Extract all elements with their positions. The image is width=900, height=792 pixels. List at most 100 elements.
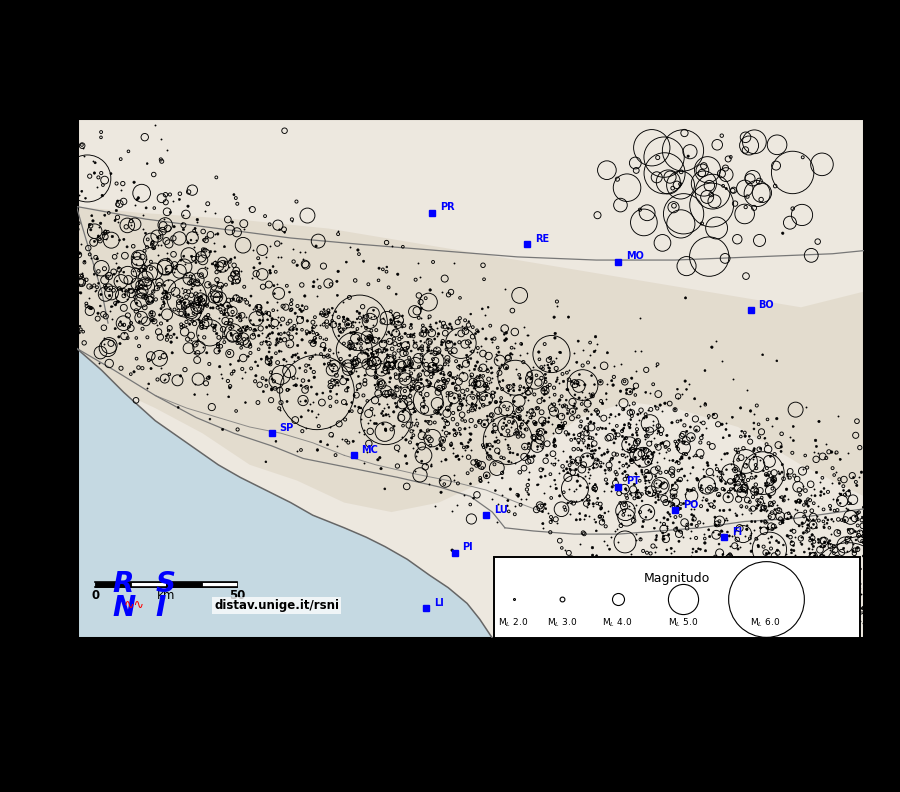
Point [481, 363, 495, 375]
Point [167, 303, 182, 316]
Point [396, 347, 410, 360]
Point [337, 311, 351, 324]
Point [337, 314, 351, 327]
Point [675, 463, 689, 475]
Point [685, 432, 699, 444]
Point [770, 546, 785, 559]
Point [447, 392, 462, 405]
Point [88, 157, 103, 169]
Point [724, 620, 739, 633]
Point [178, 364, 193, 376]
Point [804, 520, 818, 533]
Point [508, 337, 522, 349]
Point [337, 337, 351, 350]
Point [856, 602, 870, 615]
Point [356, 308, 371, 321]
Point [746, 491, 760, 504]
Point [628, 435, 643, 447]
Point [639, 465, 653, 478]
Point [541, 359, 555, 371]
Point [497, 400, 511, 413]
Point [586, 390, 600, 402]
Point [122, 145, 136, 158]
Point [472, 459, 486, 472]
Point [691, 543, 706, 555]
Point [530, 440, 544, 452]
Point [266, 375, 281, 387]
Point [302, 398, 317, 410]
Point [676, 565, 690, 578]
Point [838, 610, 852, 623]
Point [494, 423, 508, 436]
Point [492, 367, 507, 379]
Point [186, 307, 201, 319]
Point [731, 478, 745, 490]
Point [492, 375, 507, 388]
Point [518, 409, 533, 421]
Point [209, 171, 223, 184]
Point [111, 195, 125, 208]
Point [744, 527, 759, 539]
Bar [166, 581, 202, 588]
Point [754, 577, 769, 589]
Point [806, 513, 821, 526]
Point [738, 143, 752, 156]
Point [473, 339, 488, 352]
Point [526, 431, 541, 444]
Point [383, 314, 398, 326]
Point [608, 427, 623, 440]
Point [855, 535, 869, 547]
Point [575, 386, 590, 398]
Point [200, 231, 214, 244]
Point [706, 525, 720, 538]
Point [307, 366, 321, 379]
Point [704, 555, 718, 568]
Point [184, 296, 198, 309]
Point [563, 463, 578, 476]
Point [608, 477, 623, 489]
Point [824, 528, 838, 541]
Point [298, 383, 312, 396]
Point [156, 225, 170, 238]
Point [269, 339, 284, 352]
Point [364, 310, 378, 323]
Point [638, 408, 652, 421]
Point [299, 302, 313, 314]
Point [598, 466, 612, 479]
Point [237, 280, 251, 293]
Point [530, 478, 544, 491]
Point [447, 337, 462, 350]
Point [620, 181, 634, 194]
Point [127, 365, 141, 378]
Point [526, 408, 540, 421]
Point [206, 302, 220, 314]
Point [537, 416, 552, 428]
Point [598, 392, 613, 405]
Point [758, 502, 772, 515]
Point [211, 337, 225, 350]
Point [656, 475, 670, 488]
Point [363, 425, 377, 438]
Point [256, 308, 271, 321]
Point [710, 139, 724, 151]
Point [779, 601, 794, 614]
Point [264, 394, 278, 406]
Point [612, 456, 626, 469]
Point [316, 309, 330, 322]
Point [354, 341, 368, 354]
Point [536, 359, 551, 371]
Point [568, 389, 582, 402]
Point [530, 428, 544, 440]
Point [422, 376, 436, 389]
Point [233, 324, 248, 337]
Point [760, 443, 775, 455]
Point [115, 289, 130, 302]
Point [690, 474, 705, 486]
Point [421, 394, 436, 407]
Point [489, 396, 503, 409]
Point [440, 352, 454, 364]
Point [339, 384, 354, 397]
Point [387, 313, 401, 326]
Point [631, 408, 645, 421]
Point [555, 444, 570, 457]
